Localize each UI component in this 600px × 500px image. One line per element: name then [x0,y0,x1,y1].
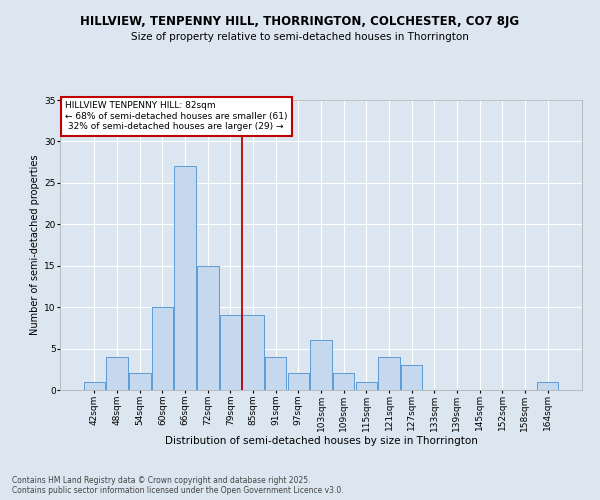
Bar [84,382,105,390]
Bar [265,357,286,390]
Text: HILLVIEW TENPENNY HILL: 82sqm
← 68% of semi-detached houses are smaller (61)
 32: HILLVIEW TENPENNY HILL: 82sqm ← 68% of s… [65,102,288,132]
Bar [220,316,241,390]
Bar [310,340,332,390]
X-axis label: Distribution of semi-detached houses by size in Thorrington: Distribution of semi-detached houses by … [164,436,478,446]
Bar [378,357,400,390]
Bar [197,266,218,390]
Bar [175,166,196,390]
Bar [106,357,128,390]
Bar [152,307,173,390]
Bar [333,374,355,390]
Text: Size of property relative to semi-detached houses in Thorrington: Size of property relative to semi-detach… [131,32,469,42]
Text: Contains HM Land Registry data © Crown copyright and database right 2025.
Contai: Contains HM Land Registry data © Crown c… [12,476,344,495]
Bar [287,374,309,390]
Y-axis label: Number of semi-detached properties: Number of semi-detached properties [30,155,40,336]
Bar [129,374,151,390]
Bar [401,365,422,390]
Bar [356,382,377,390]
Text: HILLVIEW, TENPENNY HILL, THORRINGTON, COLCHESTER, CO7 8JG: HILLVIEW, TENPENNY HILL, THORRINGTON, CO… [80,15,520,28]
Bar [242,316,264,390]
Bar [537,382,558,390]
